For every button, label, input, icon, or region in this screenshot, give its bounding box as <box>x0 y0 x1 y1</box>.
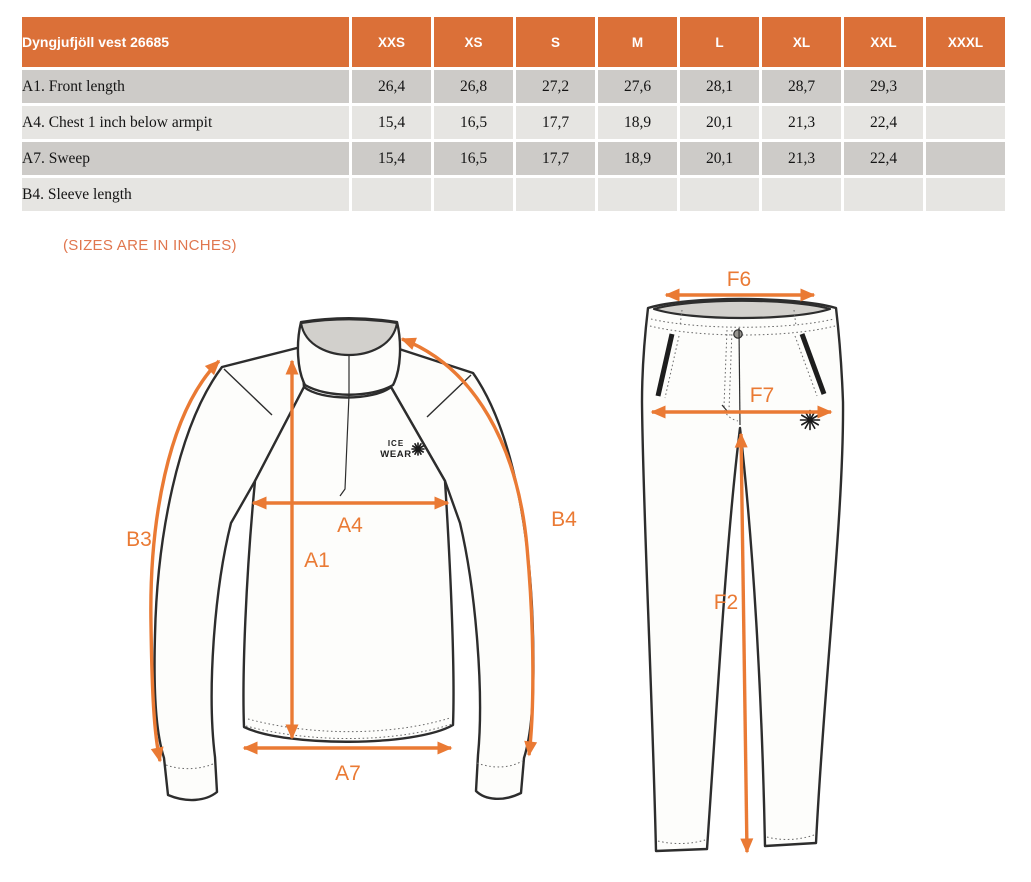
size-header-xxl: XXL <box>844 17 923 67</box>
logo-line2: WEAR <box>380 449 411 460</box>
waist-button <box>733 329 743 339</box>
cell: 27,2 <box>516 70 595 103</box>
cell: 18,9 <box>598 106 677 139</box>
row-label: A7. Sweep <box>22 142 349 175</box>
cell <box>926 178 1005 211</box>
cell <box>680 178 759 211</box>
jacket-drawing: ICE WEAR <box>153 317 535 802</box>
cell: 22,4 <box>844 106 923 139</box>
cell <box>762 178 841 211</box>
pants-label-f2: F2 <box>714 591 739 614</box>
arrow-f2 <box>734 432 754 854</box>
table-row-front-length: A1. Front length 26,4 26,8 27,2 27,6 28,… <box>22 70 1005 103</box>
size-header-xxxl: XXXL <box>926 17 1005 67</box>
pants-measurement-diagram: F6 F7 F2 <box>640 268 845 854</box>
jacket-label-a1: A1 <box>304 549 330 572</box>
table-title: Dyngjufjöll vest 26685 <box>22 17 349 67</box>
jacket-label-a7: A7 <box>335 762 361 785</box>
cell: 20,1 <box>680 142 759 175</box>
table-row-sleeve-length: B4. Sleeve length <box>22 178 1005 211</box>
size-header-m: M <box>598 17 677 67</box>
table-row-sweep: A7. Sweep 15,4 16,5 17,7 18,9 20,1 21,3 … <box>22 142 1005 175</box>
cell <box>926 106 1005 139</box>
cell: 27,6 <box>598 70 677 103</box>
row-label: A1. Front length <box>22 70 349 103</box>
size-header-xs: XS <box>434 17 513 67</box>
jacket-label-b3: B3 <box>126 528 152 551</box>
cell <box>516 178 595 211</box>
cell: 16,5 <box>434 106 513 139</box>
jacket-label-a4: A4 <box>337 514 363 537</box>
cell <box>926 142 1005 175</box>
cell: 29,3 <box>844 70 923 103</box>
size-header-xxs: XXS <box>352 17 431 67</box>
cell: 20,1 <box>680 106 759 139</box>
size-header-xl: XL <box>762 17 841 67</box>
cell: 16,5 <box>434 142 513 175</box>
pants-measurement-arrows: F6 F7 F2 <box>650 268 833 854</box>
arrow-b4 <box>400 337 538 757</box>
cell <box>352 178 431 211</box>
cell: 15,4 <box>352 142 431 175</box>
cell: 17,7 <box>516 106 595 139</box>
cell: 17,7 <box>516 142 595 175</box>
arrow-b3 <box>149 359 221 763</box>
cell <box>926 70 1005 103</box>
cell: 21,3 <box>762 106 841 139</box>
size-table: Dyngjufjöll vest 26685 XXS XS S M L XL X… <box>19 14 1008 214</box>
cell: 28,7 <box>762 70 841 103</box>
cell: 18,9 <box>598 142 677 175</box>
cell <box>844 178 923 211</box>
pants-label-f6: F6 <box>727 268 752 291</box>
jacket-measurement-diagram: ICE WEAR B3 A4 A1 A7 B4 <box>126 317 577 802</box>
cell: 26,4 <box>352 70 431 103</box>
sizes-note: (SIZES ARE IN INCHES) <box>63 237 237 254</box>
row-label: B4. Sleeve length <box>22 178 349 211</box>
size-header-s: S <box>516 17 595 67</box>
cell: 22,4 <box>844 142 923 175</box>
row-label: A4. Chest 1 inch below armpit <box>22 106 349 139</box>
cell: 26,8 <box>434 70 513 103</box>
table-row-chest: A4. Chest 1 inch below armpit 15,4 16,5 … <box>22 106 1005 139</box>
logo-line1: ICE <box>388 439 404 448</box>
cell: 15,4 <box>352 106 431 139</box>
pants-label-f7: F7 <box>750 384 775 407</box>
cell <box>434 178 513 211</box>
jacket-measurement-arrows: B3 A4 A1 A7 B4 <box>126 337 577 785</box>
cell: 28,1 <box>680 70 759 103</box>
table-header-row: Dyngjufjöll vest 26685 XXS XS S M L XL X… <box>22 17 1005 67</box>
size-header-l: L <box>680 17 759 67</box>
cell: 21,3 <box>762 142 841 175</box>
jacket-label-b4: B4 <box>551 508 577 531</box>
cell <box>598 178 677 211</box>
